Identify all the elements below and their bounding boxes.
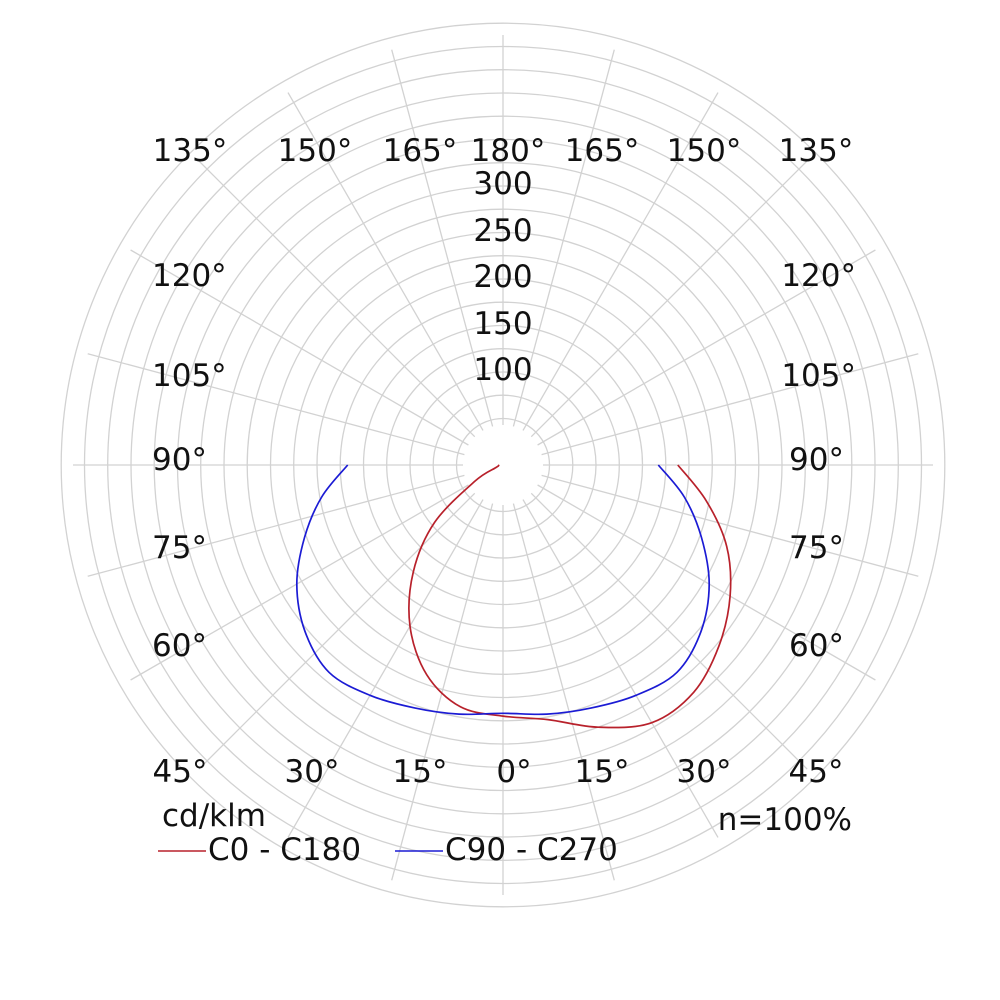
grid-spoke	[198, 492, 476, 770]
polar-grid	[60, 22, 946, 908]
grid-spoke	[530, 492, 808, 770]
grid-ring	[60, 22, 946, 908]
angle-label-right-105: 105°	[781, 358, 856, 394]
angle-label-right-60: 60°	[789, 628, 844, 664]
radial-tick-label-100: 100	[473, 352, 532, 388]
angle-label-top-150-left: 150°	[278, 133, 353, 169]
angle-label-top-165-left: 165°	[383, 133, 458, 169]
angle-label-top-150-right: 150°	[667, 133, 742, 169]
series-curve-1	[295, 464, 711, 716]
angle-label-top-135-right: 135°	[779, 133, 854, 169]
angle-label-right-90: 90°	[789, 442, 844, 478]
radial-tick-label-200: 200	[473, 259, 532, 295]
angle-label-top-135-left: 135°	[153, 133, 228, 169]
grid-spoke	[87, 353, 465, 456]
grid-spoke	[87, 474, 465, 577]
angle-label-left-60: 60°	[152, 628, 207, 664]
grid-spoke	[512, 49, 615, 427]
grid-spoke	[522, 92, 719, 431]
radial-tick-label-150: 150	[473, 306, 532, 342]
radial-tick-label-250: 250	[473, 213, 532, 249]
legend-label-c90-c270: C90 - C270	[445, 832, 618, 868]
angle-label-bottom-45-right: 45°	[789, 754, 844, 790]
grid-spoke	[198, 160, 476, 438]
intensity-curves	[295, 464, 732, 729]
angle-label-left-120: 120°	[152, 258, 227, 294]
angle-label-right-75: 75°	[789, 530, 844, 566]
grid-spoke	[391, 503, 494, 881]
angle-label-bottom-30-right: 30°	[677, 754, 732, 790]
radial-tick-label-300: 300	[473, 166, 532, 202]
grid-spoke	[130, 249, 469, 446]
angle-label-left-75: 75°	[152, 530, 207, 566]
angle-label-left-105: 105°	[152, 358, 227, 394]
grid-spoke	[130, 484, 469, 681]
center-disc	[465, 427, 541, 503]
series-curve-0	[408, 464, 732, 729]
grid-spoke	[537, 249, 876, 446]
grid-spoke	[537, 484, 876, 681]
efficiency-label: n=100%	[718, 802, 852, 838]
legend-label-c0-c180: C0 - C180	[208, 832, 361, 868]
grid-spoke	[522, 499, 719, 838]
angle-label-bottom-45-left: 45°	[153, 754, 208, 790]
angle-label-bottom-15-left: 15°	[393, 754, 448, 790]
grid-spoke	[287, 92, 484, 431]
angle-label-right-120: 120°	[781, 258, 856, 294]
grid-spoke	[512, 503, 615, 881]
angle-label-bottom-0: 0°	[496, 754, 531, 790]
angle-label-bottom-15-right: 15°	[575, 754, 630, 790]
angle-label-bottom-30-left: 30°	[285, 754, 340, 790]
grid-spoke	[391, 49, 494, 427]
grid-spoke	[530, 160, 808, 438]
grid-spoke	[541, 353, 919, 456]
grid-spoke	[541, 474, 919, 577]
unit-label: cd/klm	[162, 798, 266, 834]
grid-spoke	[287, 499, 484, 838]
angle-label-top-180: 180°	[471, 133, 546, 169]
angle-label-top-165-right: 165°	[565, 133, 640, 169]
angle-label-left-90: 90°	[152, 442, 207, 478]
